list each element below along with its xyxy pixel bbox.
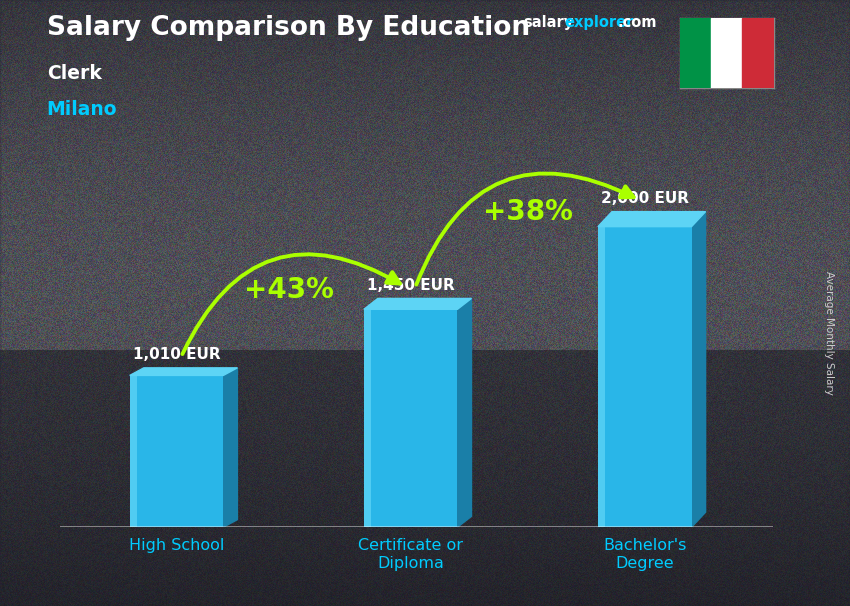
Polygon shape <box>130 368 237 376</box>
Bar <box>130 376 224 527</box>
Text: 1,450 EUR: 1,450 EUR <box>366 278 455 293</box>
Text: +38%: +38% <box>483 198 573 225</box>
Text: +43%: +43% <box>244 276 334 304</box>
Bar <box>711 18 742 88</box>
Polygon shape <box>457 298 472 527</box>
Text: 1,010 EUR: 1,010 EUR <box>133 347 220 362</box>
Polygon shape <box>598 211 706 227</box>
Bar <box>680 18 711 88</box>
Text: 2,000 EUR: 2,000 EUR <box>601 191 688 206</box>
Text: Average Monthly Salary: Average Monthly Salary <box>824 271 834 395</box>
Text: Milano: Milano <box>47 100 117 119</box>
Bar <box>598 227 605 527</box>
Polygon shape <box>224 368 237 527</box>
Bar <box>742 18 774 88</box>
Bar <box>598 227 692 527</box>
Bar <box>130 376 137 527</box>
Text: .com: .com <box>617 15 656 30</box>
Bar <box>364 309 371 527</box>
Text: explorer: explorer <box>564 15 634 30</box>
Bar <box>364 309 457 527</box>
Text: Salary Comparison By Education: Salary Comparison By Education <box>47 15 530 41</box>
Polygon shape <box>364 298 472 309</box>
Polygon shape <box>692 211 706 527</box>
Text: salary: salary <box>523 15 573 30</box>
Text: Clerk: Clerk <box>47 64 102 82</box>
